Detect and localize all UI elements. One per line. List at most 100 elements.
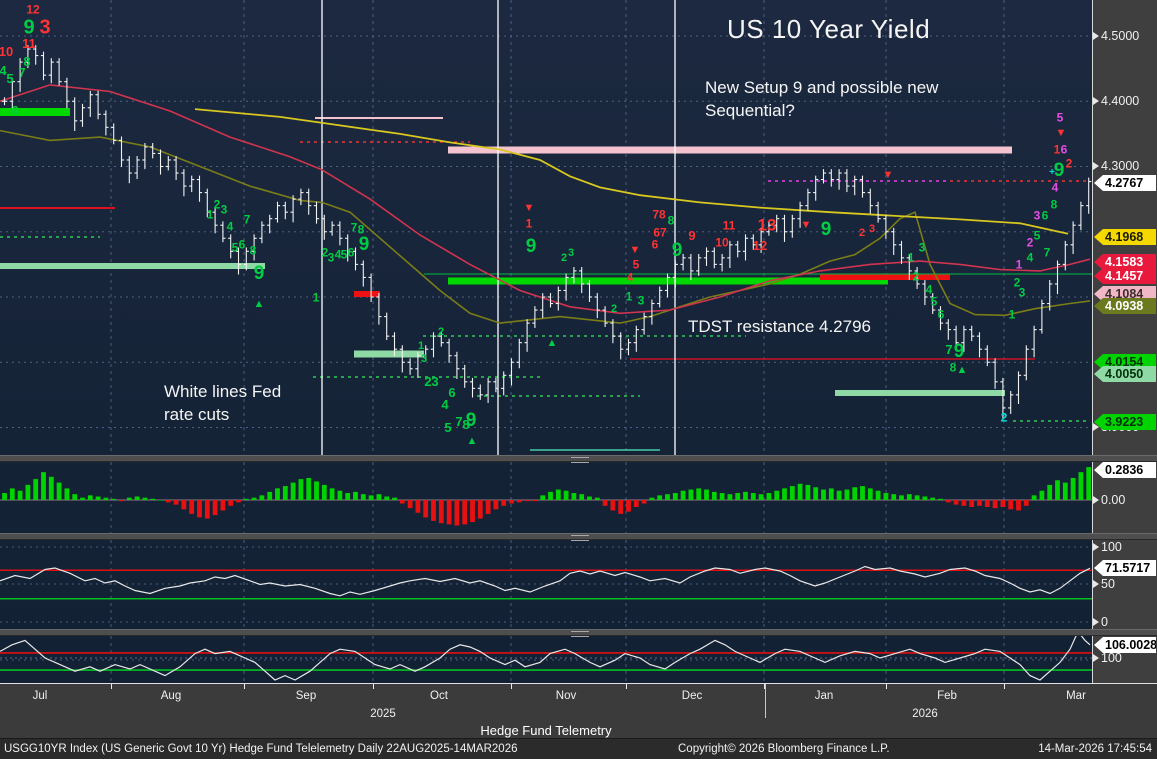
divider-handle-icon[interactable] [571, 457, 589, 463]
fed-rate-annotation-line2: rate cuts [164, 405, 230, 424]
histogram-bar [228, 500, 234, 506]
demark-label: 2 [1001, 411, 1008, 425]
demark-label: 3 [568, 247, 574, 259]
histogram-bar [657, 495, 663, 500]
histogram-bar [1062, 482, 1068, 500]
demark-label: 1 [1054, 143, 1061, 157]
histogram-bar [72, 494, 78, 500]
histogram-bar [649, 497, 655, 500]
demark-label: 8 [1051, 198, 1058, 212]
demark-label: 12 [26, 3, 40, 17]
axis-tick-label: 4.3000 [1093, 160, 1139, 172]
demark-label: 2 [859, 227, 865, 239]
histogram-bar [1023, 500, 1029, 506]
level-bar [448, 146, 1012, 154]
histogram-bar [1055, 480, 1060, 500]
histogram-bar [438, 500, 444, 524]
demark-label: 1 [313, 291, 320, 305]
histogram-bar [376, 494, 382, 500]
demark-label: 6 [652, 238, 659, 252]
demark-label: 8 [23, 54, 30, 69]
histogram-bar [290, 482, 296, 500]
histogram-bar [735, 493, 741, 500]
page-title: US 10 Year Yield [727, 14, 931, 44]
histogram-bar [821, 489, 826, 500]
histogram-bar [306, 477, 312, 500]
demark-label: 13 [758, 215, 777, 234]
histogram-bar [477, 500, 483, 519]
month-label: Aug [160, 690, 182, 702]
histogram-bar [984, 500, 990, 507]
time-axis[interactable]: Hedge Fund Telemetry Jul Aug Sep Oct Nov Dec J… [0, 683, 1157, 739]
histogram-bar [407, 500, 413, 509]
histogram-bar [337, 490, 343, 500]
demark-label: 8 [950, 361, 957, 375]
histogram-bar [1070, 477, 1076, 500]
histogram-bar [828, 488, 834, 500]
demark-label: 2 [561, 252, 567, 264]
histogram-bar [259, 495, 265, 500]
demark-label: ▲ [467, 435, 478, 447]
histogram-bar [17, 490, 23, 500]
demark-label: 4 [627, 271, 634, 285]
histogram-bar [236, 500, 241, 503]
demark-label: 4 [1052, 181, 1059, 195]
setup-annotation: New Setup 9 and possible new Sequential? [705, 76, 938, 122]
demark-label: 3 [39, 17, 50, 39]
histogram-bar [672, 493, 678, 500]
histogram-bar [134, 496, 140, 500]
month-label: Oct [430, 690, 448, 702]
demark-label: 6 [448, 385, 455, 400]
demark-label: 4 [227, 220, 234, 234]
demark-label: 5 [633, 258, 640, 272]
demark-label: 3 [1019, 286, 1026, 300]
panel-divider[interactable] [0, 533, 1157, 541]
demark-label: 7 [18, 65, 25, 80]
histogram-bar [80, 497, 85, 500]
divider-handle-icon[interactable] [571, 535, 589, 541]
tick-arrow-icon [1093, 654, 1099, 662]
demark-label: 1 [526, 217, 533, 231]
demark-label: ▼ [524, 202, 535, 214]
demark-label: 7 [244, 213, 251, 227]
divider-handle-icon[interactable] [571, 631, 589, 637]
setup-annotation-line2: Sequential? [705, 101, 795, 120]
footer-watermark: Hedge Fund Telemetry [480, 723, 612, 738]
histogram-bar [961, 500, 967, 506]
histogram-bar [415, 500, 421, 513]
demark-label: 2 [322, 246, 329, 260]
histogram-bar [774, 490, 780, 500]
demark-label: 5 [6, 71, 13, 86]
histogram-bar [446, 500, 452, 525]
histogram-bar [540, 495, 546, 500]
demark-label: 7 [351, 221, 358, 235]
histogram-bar [282, 486, 288, 500]
histogram-bar [711, 491, 717, 500]
histogram-bar [353, 491, 358, 500]
demark-label: 6 [1042, 209, 1049, 223]
panel-divider[interactable] [0, 455, 1157, 463]
axis-tick-label: 0.00 [1093, 494, 1125, 506]
histogram-bar [251, 497, 257, 500]
histogram-bar [852, 487, 858, 500]
histogram-bar [345, 493, 351, 500]
demark-label: 3 [1034, 209, 1041, 223]
demark-label: 9 [954, 341, 965, 362]
demark-label: 2 [611, 303, 617, 315]
histogram-bar [805, 484, 811, 500]
demark-label: 3 [221, 203, 228, 217]
demark-label: ▲ [957, 364, 968, 376]
demark-label: 9 [526, 236, 537, 257]
histogram-bar [977, 500, 982, 506]
month-label: Dec [681, 690, 703, 702]
price-tag: 4.0938 [1094, 298, 1156, 314]
panel-divider[interactable] [0, 629, 1157, 637]
histogram-bar [368, 495, 374, 500]
histogram-bar [594, 497, 600, 500]
demark-label: 6 [938, 308, 945, 322]
demark-label: 9 [672, 240, 683, 261]
tdst-annotation: TDST resistance 4.2796 [688, 317, 871, 336]
price-axis[interactable]: 4.50004.40004.30003.90004.27674.19684.15… [1092, 0, 1157, 683]
histogram-bar [906, 494, 912, 500]
